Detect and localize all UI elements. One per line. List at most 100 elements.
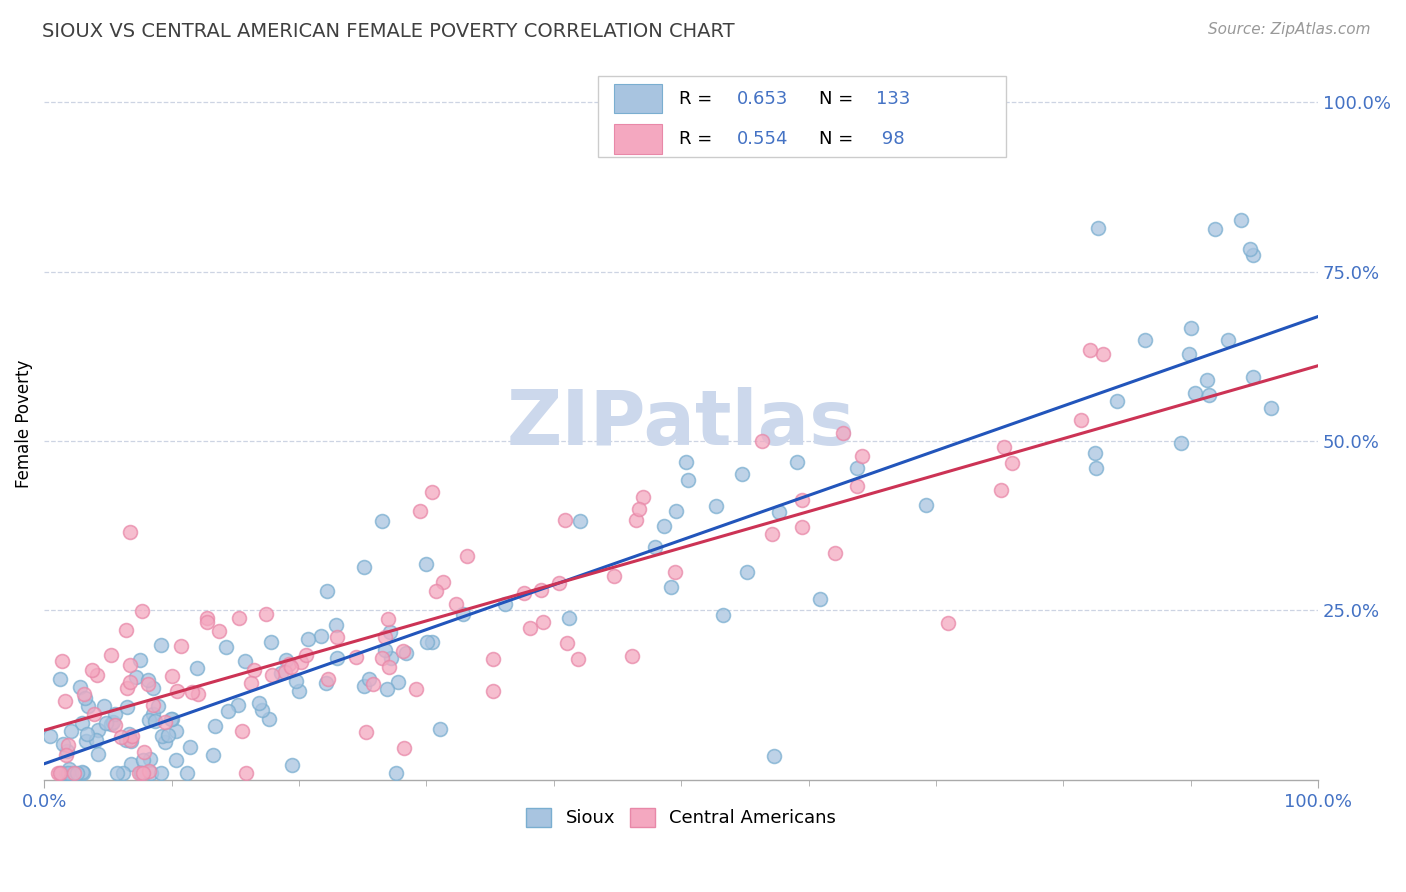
Point — [370, 651, 392, 665]
Point — [555, 636, 578, 650]
Point — [1084, 445, 1107, 459]
Point — [187, 687, 209, 701]
Point — [530, 583, 553, 598]
Point — [711, 608, 734, 623]
Point — [790, 520, 813, 534]
Point — [262, 668, 284, 682]
FancyBboxPatch shape — [613, 84, 662, 113]
Point — [254, 607, 277, 621]
Point — [665, 504, 688, 518]
Point — [294, 648, 316, 662]
Point — [316, 584, 339, 599]
Point — [208, 624, 231, 638]
Point — [138, 764, 160, 778]
Point — [387, 674, 409, 689]
Point — [315, 675, 337, 690]
Point — [378, 625, 401, 640]
Text: ZIPatlas: ZIPatlas — [506, 387, 855, 461]
Point — [120, 733, 142, 747]
Point — [125, 670, 148, 684]
Point — [118, 675, 141, 690]
Point — [217, 704, 239, 718]
Point — [1070, 413, 1092, 427]
Point — [568, 514, 591, 528]
Point — [446, 597, 468, 611]
Point — [76, 727, 98, 741]
Point — [768, 505, 790, 519]
Point — [215, 640, 238, 655]
Point — [792, 492, 814, 507]
Point — [326, 630, 349, 644]
Point — [170, 639, 193, 653]
Point — [165, 753, 187, 767]
Text: 133: 133 — [876, 89, 911, 108]
Point — [165, 724, 187, 739]
Point — [374, 642, 396, 657]
Point — [375, 682, 398, 697]
Point — [1216, 334, 1239, 348]
Point — [138, 713, 160, 727]
Point — [281, 758, 304, 772]
Point — [1177, 347, 1199, 361]
Text: 0.653: 0.653 — [737, 89, 789, 108]
Point — [142, 681, 165, 695]
Point — [260, 635, 283, 649]
Point — [132, 753, 155, 767]
Point — [233, 654, 256, 668]
Point — [374, 630, 396, 644]
Point — [425, 584, 447, 599]
Point — [115, 681, 138, 696]
Point — [129, 765, 152, 780]
Text: 0.554: 0.554 — [737, 130, 789, 148]
Point — [129, 652, 152, 666]
Point — [420, 485, 443, 500]
Point — [1091, 347, 1114, 361]
Point — [58, 762, 80, 776]
Point — [676, 473, 699, 487]
Point — [405, 682, 427, 697]
Point — [392, 741, 415, 756]
Point — [280, 660, 302, 674]
Point — [531, 615, 554, 630]
Point — [149, 765, 172, 780]
Point — [118, 525, 141, 540]
Point — [482, 683, 505, 698]
Point — [344, 650, 367, 665]
Point — [751, 434, 773, 449]
Point — [1001, 456, 1024, 470]
Y-axis label: Female Poverty: Female Poverty — [15, 359, 32, 488]
Point — [115, 624, 138, 638]
Point — [59, 765, 82, 780]
Point — [121, 729, 143, 743]
Point — [1133, 334, 1156, 348]
Point — [226, 698, 249, 713]
Point — [100, 648, 122, 662]
Point — [846, 479, 869, 493]
Point — [59, 723, 82, 738]
Point — [150, 638, 173, 652]
Point — [377, 612, 399, 626]
Point — [247, 696, 270, 710]
Point — [519, 621, 541, 635]
Point — [704, 499, 727, 513]
Point — [276, 653, 298, 667]
Point — [132, 765, 155, 780]
Point — [86, 723, 108, 737]
Point — [87, 747, 110, 761]
Point — [228, 611, 250, 625]
Point — [132, 745, 155, 759]
Point — [195, 611, 218, 625]
Point — [851, 449, 873, 463]
Point — [202, 747, 225, 762]
Point — [143, 714, 166, 729]
Point — [66, 765, 89, 780]
Point — [456, 549, 478, 564]
Point — [762, 748, 785, 763]
Point — [101, 715, 124, 730]
Point — [1198, 388, 1220, 402]
FancyBboxPatch shape — [599, 76, 1007, 157]
Point — [156, 728, 179, 742]
Point — [832, 426, 855, 441]
Point — [395, 646, 418, 660]
Point — [120, 734, 142, 748]
